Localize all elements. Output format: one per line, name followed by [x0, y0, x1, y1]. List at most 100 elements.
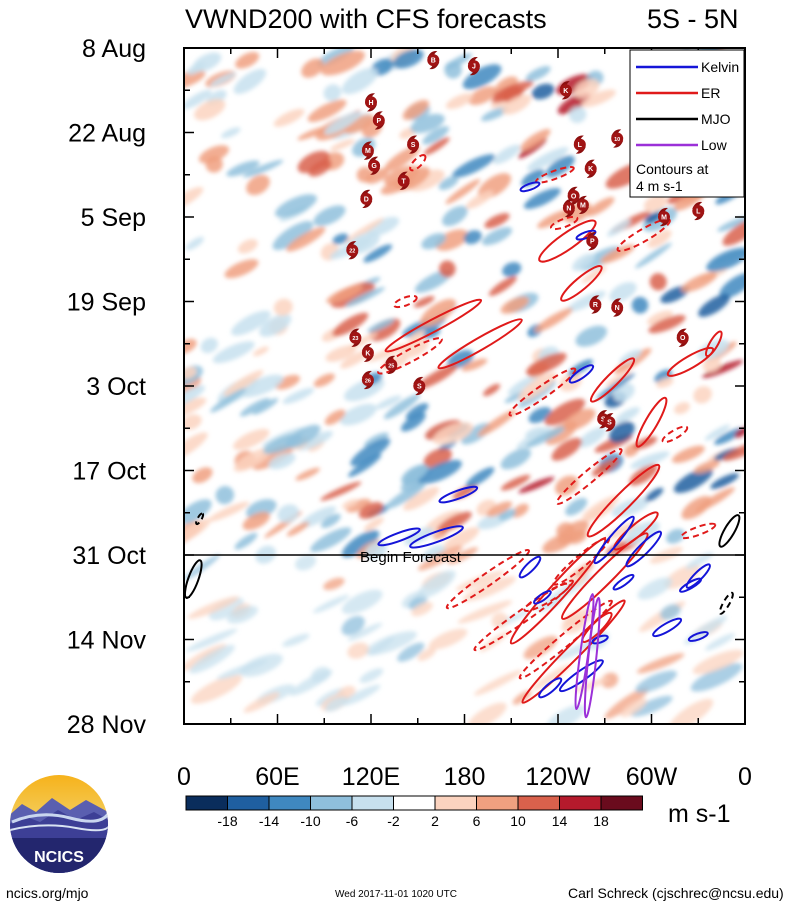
footer-author: Carl Schreck (cjschrec@ncsu.edu) — [568, 885, 784, 901]
anomaly-cell — [402, 99, 430, 120]
er-contour — [538, 219, 597, 263]
anomaly-cell — [344, 114, 375, 134]
storm-marker: 25 — [385, 355, 398, 374]
anomaly-cell — [416, 364, 459, 390]
anomaly-cell — [457, 600, 513, 624]
storm-eye — [349, 331, 362, 344]
x-tick-label: 120E — [342, 763, 400, 791]
storm-eye — [573, 138, 586, 151]
storm-marker: O — [676, 328, 689, 347]
anomaly-cell — [534, 308, 573, 333]
anomaly-cell — [421, 233, 447, 250]
anomaly-cell — [432, 529, 448, 540]
kelvin-contour — [612, 573, 635, 591]
kelvin-contour — [533, 590, 552, 605]
storm-label: S — [411, 142, 416, 149]
anomaly-cell — [635, 670, 678, 693]
footer-timestamp: Wed 2017-11-01 1020 UTC — [335, 889, 457, 900]
storm-label: D — [364, 196, 369, 203]
anomaly-cell — [418, 459, 462, 484]
anomaly-cell — [502, 262, 522, 277]
storm-eye — [346, 244, 359, 257]
anomaly-cell — [467, 702, 507, 724]
storm-eye — [603, 416, 616, 429]
anomaly-cell — [693, 386, 712, 404]
storm-marker: 26 — [361, 370, 374, 390]
legend-er-label: ER — [701, 85, 720, 101]
anomaly-cell — [184, 187, 204, 211]
storm-marker: J — [467, 56, 480, 76]
anomaly-cell — [341, 589, 383, 615]
storm-marker: S — [407, 135, 420, 154]
colorbar-tick-label: 2 — [431, 813, 439, 829]
x-tick-label: 60W — [626, 763, 678, 791]
anomaly-cell — [630, 695, 673, 717]
anomaly-cell — [375, 395, 402, 410]
anomaly-cell — [297, 430, 333, 451]
colorbar-swatch — [600, 795, 643, 811]
anomaly-cell — [521, 169, 545, 187]
anomaly-cell — [417, 545, 463, 571]
anomaly-cell — [401, 412, 426, 432]
er-contour — [521, 599, 626, 704]
y-tick-label: 17 Oct — [72, 458, 146, 486]
anomaly-cell — [609, 421, 635, 443]
storm-marker: L — [692, 201, 705, 221]
anomaly-cell — [698, 294, 731, 317]
anomaly-cell — [392, 49, 424, 69]
storm-label: O — [571, 193, 577, 200]
storm-label: P — [376, 118, 381, 125]
y-axis-labels: 8 Aug 22 Aug 5 Sep 19 Sep 3 Oct 17 Oct 31 Oct 1… — [67, 35, 147, 739]
anomaly-cell — [358, 502, 384, 519]
anomaly-cell — [423, 137, 450, 156]
er-contour — [586, 463, 661, 538]
anomaly-cell — [347, 622, 383, 641]
colorbar-tick-label: 6 — [473, 813, 481, 829]
anomaly-cell — [185, 236, 204, 251]
anomaly-cell — [674, 402, 690, 415]
storm-marker: N — [562, 198, 575, 218]
anomaly-cell — [507, 375, 539, 396]
kelvin-contour — [625, 530, 663, 568]
anomaly-cell — [520, 129, 551, 151]
storm-label: K — [365, 350, 370, 357]
kelvin-contour — [538, 677, 563, 699]
anomaly-cell — [277, 504, 300, 523]
anomaly-cell — [565, 497, 588, 516]
anomaly-cell — [671, 445, 705, 463]
storm-eye — [584, 162, 597, 175]
kelvin-contour — [377, 527, 421, 547]
anomaly-cell — [184, 518, 211, 542]
anomaly-cell — [286, 521, 310, 537]
storm-label: M — [580, 202, 586, 209]
kelvin-contour — [438, 485, 479, 504]
anomaly-cell — [413, 296, 435, 308]
anomaly-cell — [647, 229, 672, 248]
er-contour — [509, 537, 607, 645]
anomaly-cell — [500, 448, 531, 470]
colorbar-tick-label: -10 — [300, 813, 320, 829]
anomaly-cell — [563, 408, 596, 431]
storm-label: K — [588, 166, 593, 173]
storm-marker: K — [559, 81, 572, 100]
anomaly-cell — [575, 325, 608, 347]
anomaly-cell — [408, 595, 428, 610]
storm-label: M — [661, 215, 667, 222]
storm-marker: P — [586, 232, 599, 251]
logo-text: NCICS — [34, 849, 84, 866]
anomaly-cell — [403, 486, 440, 511]
anomaly-cell — [190, 674, 243, 704]
anomaly-cell — [468, 86, 497, 106]
anomaly-cell — [239, 374, 284, 398]
anomaly-cell — [207, 501, 250, 522]
storm-marker: D — [360, 189, 373, 209]
anomaly-cell — [690, 663, 743, 692]
storm-label: T — [402, 178, 407, 185]
anomaly-cell — [184, 338, 197, 354]
er-contour — [377, 337, 443, 375]
anomaly-cell — [500, 296, 530, 314]
anomaly-cell — [706, 247, 745, 272]
anomaly-cell — [486, 501, 513, 517]
storm-marker: R — [589, 295, 602, 314]
